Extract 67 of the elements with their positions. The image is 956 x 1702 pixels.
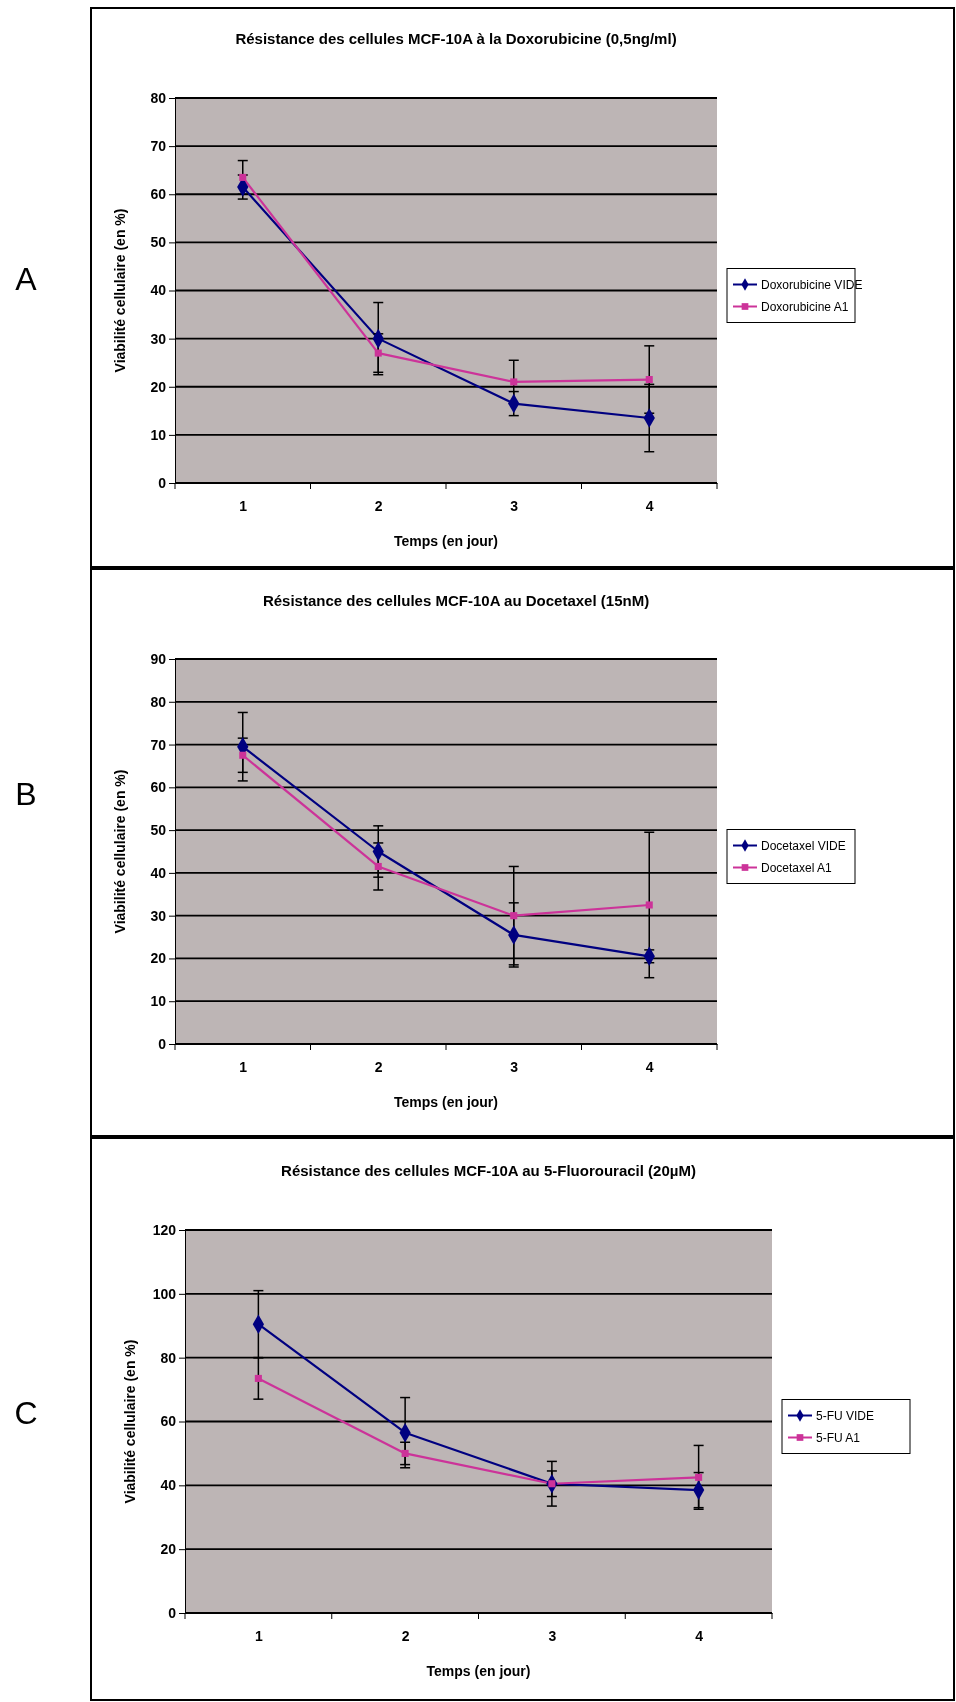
- legend-label: 5-FU VIDE: [816, 1408, 875, 1423]
- y-tick-label: 100: [152, 1285, 177, 1302]
- point: [239, 751, 247, 759]
- point: [374, 349, 382, 357]
- legend-label: 5-FU A1: [816, 1430, 861, 1445]
- y-tick-label: 0: [158, 474, 167, 491]
- text: A: [15, 261, 38, 297]
- y-tick-label: 50: [150, 822, 167, 839]
- point: [239, 173, 247, 181]
- y-tick-label: 40: [150, 864, 167, 881]
- y-axis-title: Viabilité cellulaire (en %): [122, 1339, 138, 1504]
- x-tick-label: 3: [510, 1058, 519, 1075]
- chart-title: Résistance des cellules MCF-10A au Docetaxel (15nM): [262, 592, 650, 609]
- x-tick-label: 4: [695, 1627, 704, 1644]
- x-axis-title: Temps (en jour): [394, 1094, 498, 1110]
- point: [510, 912, 518, 920]
- x-tick-label: 4: [645, 1058, 654, 1075]
- y-tick-label: 80: [160, 1349, 177, 1366]
- text: B: [15, 776, 37, 812]
- y-tick-label: 20: [150, 950, 167, 967]
- x-tick-label: 1: [254, 1627, 263, 1644]
- y-tick-label: 10: [150, 993, 167, 1010]
- y-tick-label: 40: [150, 282, 167, 299]
- y-tick-label: 60: [150, 186, 167, 203]
- y-tick-label: 120: [152, 1221, 177, 1238]
- point: [254, 1374, 262, 1382]
- y-tick-label: 20: [160, 1541, 177, 1558]
- y-axis-title: Viabilité cellulaire (en %): [112, 769, 128, 934]
- chart-title: Résistance des cellules MCF-10A à la Doxorubicine (0,5ng/ml): [235, 30, 677, 47]
- y-tick-label: 10: [150, 426, 167, 443]
- y-tick-label: 40: [160, 1477, 177, 1494]
- x-tick-label: 2: [374, 497, 383, 514]
- point: [510, 378, 518, 386]
- point: [374, 862, 382, 871]
- point: [401, 1449, 409, 1457]
- legend-label: Docetaxel A1: [761, 860, 833, 875]
- x-tick-label: 3: [548, 1627, 557, 1644]
- legend-label: Doxorubicine VIDE: [761, 277, 863, 292]
- point: [645, 376, 653, 384]
- y-tick-label: 0: [158, 1035, 167, 1052]
- x-tick-label: 3: [510, 497, 519, 514]
- y-tick-label: 90: [150, 650, 167, 667]
- x-axis-title: Temps (en jour): [426, 1663, 531, 1679]
- y-tick-label: 0: [168, 1604, 177, 1621]
- y-tick-label: 30: [150, 330, 167, 347]
- y-tick-label: 70: [150, 138, 167, 155]
- x-tick-label: 1: [239, 1058, 248, 1075]
- x-tick-label: 2: [401, 1627, 410, 1644]
- y-tick-label: 60: [160, 1413, 177, 1430]
- y-axis-title: Viabilité cellulaire (en %): [112, 208, 128, 373]
- text: C: [14, 1395, 38, 1431]
- y-tick-label: 30: [150, 907, 167, 924]
- y-tick-label: 80: [150, 693, 167, 710]
- point: [645, 901, 653, 909]
- y-tick-label: 60: [150, 779, 167, 796]
- legend-label: Docetaxel VIDE: [761, 838, 846, 853]
- legend-label: Doxorubicine A1: [761, 299, 849, 314]
- x-axis-title: Temps (en jour): [394, 533, 498, 549]
- x-tick-label: 2: [374, 1058, 383, 1075]
- chart-title: Résistance des cellules MCF-10A au 5-Fluorouracil (20µM): [281, 1162, 696, 1179]
- x-tick-label: 1: [239, 497, 248, 514]
- point: [695, 1473, 703, 1481]
- y-tick-label: 80: [150, 89, 167, 106]
- y-tick-label: 70: [150, 736, 167, 753]
- y-tick-label: 50: [150, 234, 167, 251]
- y-tick-label: 20: [150, 378, 167, 395]
- x-tick-label: 4: [645, 497, 654, 514]
